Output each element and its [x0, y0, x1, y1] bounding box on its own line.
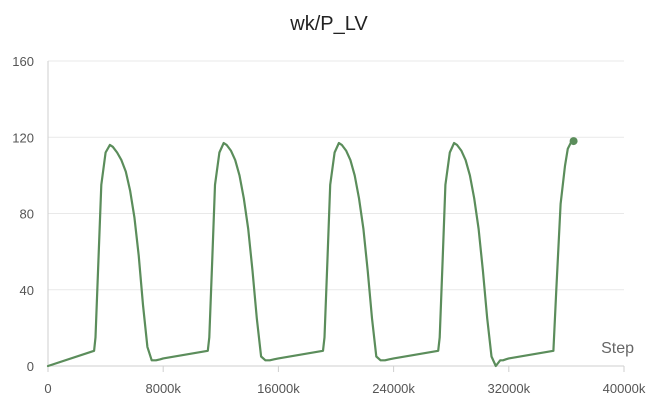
tick-labels: 0 40 80 120 160 0 8000k 16000k 24000k 32000k 40000…	[12, 54, 646, 396]
series-line	[46, 140, 575, 368]
y-tick-label: 0	[27, 359, 34, 374]
x-tick-label: 8000k	[145, 381, 181, 396]
y-tick-label: 160	[12, 54, 34, 69]
x-tick-label: 0	[44, 381, 51, 396]
y-tick-label: 120	[12, 130, 34, 145]
x-axis-label: Step	[601, 340, 634, 357]
series-layer	[46, 137, 578, 368]
y-tick-label: 80	[20, 207, 34, 222]
grid-layer	[48, 60, 624, 291]
x-tick-label: 24000k	[372, 381, 415, 396]
x-tick-label: 40000k	[603, 381, 646, 396]
y-tick-label: 40	[20, 283, 34, 298]
axis-layer	[47, 61, 625, 372]
chart-title: wk/P_LV	[289, 13, 368, 35]
x-tick-label: 32000k	[487, 381, 530, 396]
series-end-marker	[569, 137, 578, 146]
x-tick-label: 16000k	[257, 381, 300, 396]
